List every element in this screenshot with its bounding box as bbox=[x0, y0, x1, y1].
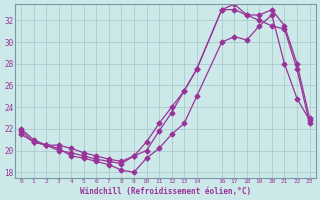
X-axis label: Windchill (Refroidissement éolien,°C): Windchill (Refroidissement éolien,°C) bbox=[80, 187, 251, 196]
